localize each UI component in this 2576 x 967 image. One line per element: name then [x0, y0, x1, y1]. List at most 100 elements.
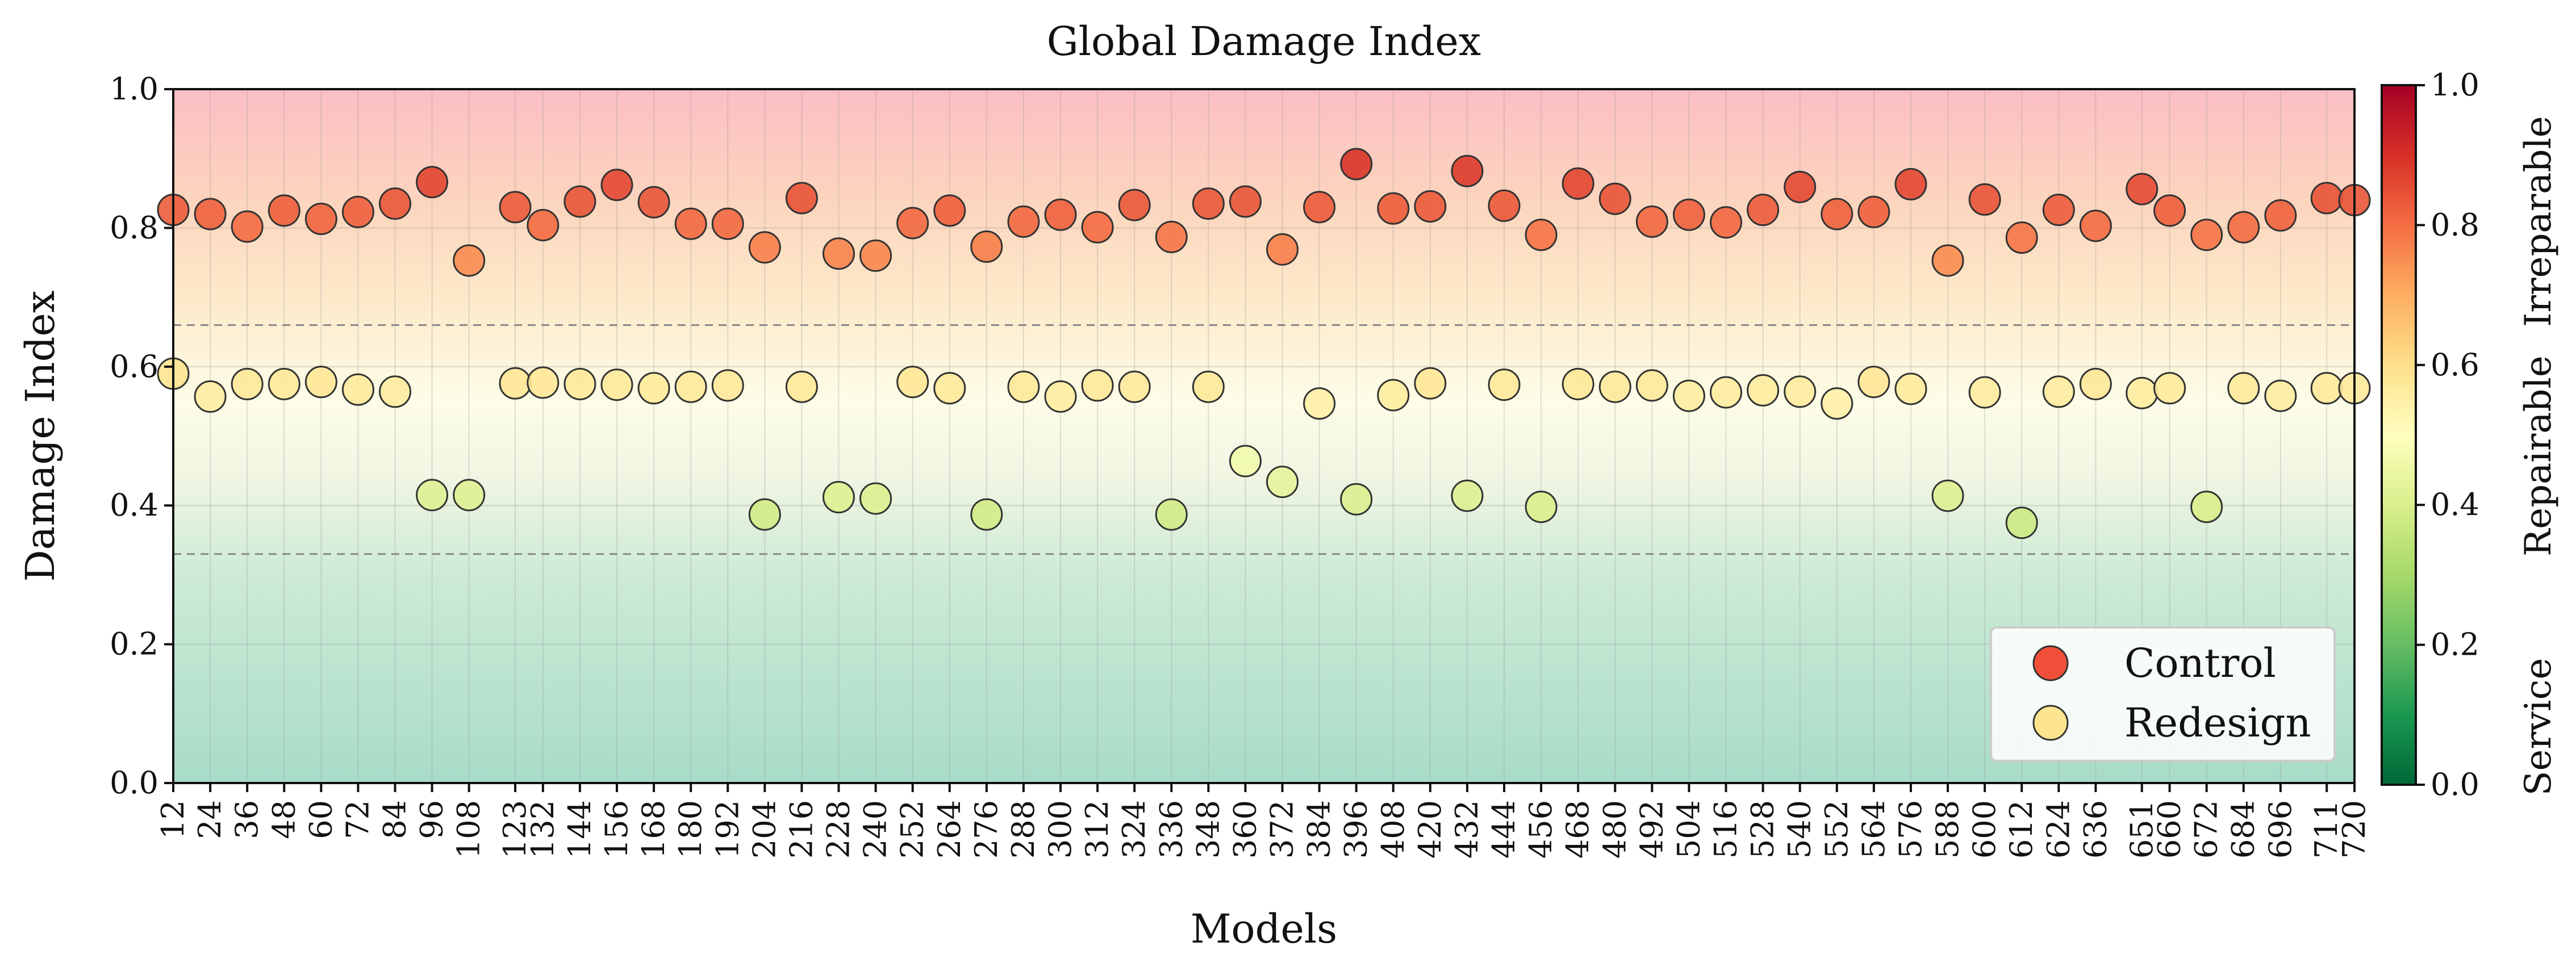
point-redesign-96 [416, 479, 449, 512]
point-control-420 [1414, 190, 1447, 223]
point-control-264 [933, 194, 966, 227]
x-tick-label: 48 [266, 800, 302, 839]
x-tick-label: 144 [562, 800, 598, 859]
point-redesign-180 [674, 370, 707, 403]
point-redesign-276 [970, 498, 1003, 531]
point-redesign-432 [1451, 479, 1484, 512]
point-control-624 [2042, 194, 2075, 227]
point-control-300 [1044, 198, 1077, 231]
point-redesign-600 [1968, 376, 2001, 409]
point-control-516 [1710, 206, 1743, 239]
point-control-372 [1266, 233, 1299, 266]
x-tick-label: 192 [709, 800, 745, 859]
x-tick-label: 612 [2003, 800, 2039, 859]
point-control-696 [2264, 199, 2297, 232]
point-redesign-624 [2042, 375, 2075, 408]
legend-marker-redesign [2032, 705, 2069, 741]
point-redesign-300 [1044, 380, 1077, 413]
point-redesign-123 [499, 367, 532, 400]
point-control-456 [1525, 219, 1558, 252]
x-tick-label: 396 [1338, 800, 1374, 859]
point-control-348 [1192, 187, 1225, 220]
x-tick-label: 84 [377, 800, 413, 839]
x-tick-label: 711 [2308, 800, 2344, 859]
point-redesign-372 [1266, 466, 1299, 499]
point-redesign-72 [341, 373, 374, 406]
point-redesign-84 [379, 375, 412, 408]
x-tick-label: 540 [1782, 800, 1818, 859]
point-redesign-528 [1747, 374, 1780, 407]
x-tick-label: 468 [1560, 800, 1596, 859]
point-redesign-228 [823, 481, 855, 514]
y-tick-label: 0.4 [110, 487, 158, 523]
point-redesign-144 [563, 367, 596, 400]
point-redesign-264 [933, 372, 966, 405]
point-control-108 [453, 244, 486, 277]
point-redesign-216 [785, 370, 818, 403]
point-redesign-552 [1821, 387, 1853, 420]
colorbar-label-repairable: Repairable [2517, 355, 2560, 556]
x-tick-label: 720 [2336, 800, 2372, 859]
x-tick-label: 651 [2124, 800, 2160, 859]
point-control-156 [600, 169, 633, 202]
point-control-96 [416, 166, 449, 199]
x-tick-label: 492 [1634, 800, 1669, 859]
point-control-180 [674, 207, 707, 240]
point-redesign-108 [453, 479, 486, 512]
x-tick-label: 36 [229, 800, 265, 839]
x-tick-label: 372 [1264, 800, 1300, 859]
point-redesign-540 [1784, 375, 1817, 408]
point-redesign-588 [1931, 479, 1964, 512]
x-tick-label: 408 [1375, 800, 1411, 859]
point-control-636 [2079, 210, 2112, 242]
point-control-144 [563, 185, 596, 218]
point-control-228 [823, 237, 855, 270]
point-control-396 [1340, 148, 1373, 181]
colorbar-ticks: 0.0 0.2 0.4 0.6 0.8 1.0 [2416, 67, 2479, 802]
colorbar-label-service: Service [2517, 658, 2560, 796]
point-redesign-396 [1340, 483, 1373, 516]
y-tick-label: 1.0 [110, 71, 158, 107]
point-control-84 [379, 187, 412, 220]
point-redesign-240 [859, 482, 892, 515]
x-tick-label: 516 [1708, 800, 1744, 859]
point-control-360 [1229, 185, 1262, 218]
point-control-132 [527, 209, 560, 242]
point-redesign-468 [1562, 367, 1594, 400]
point-redesign-252 [896, 366, 929, 399]
point-control-48 [268, 194, 300, 227]
x-tick-label: 432 [1449, 800, 1485, 859]
point-redesign-420 [1414, 367, 1447, 400]
x-tick-label: 696 [2262, 800, 2298, 859]
threshold-lines [173, 324, 2354, 555]
point-redesign-492 [1635, 369, 1668, 402]
colorbar [2381, 84, 2417, 786]
point-redesign-456 [1525, 491, 1558, 524]
colorbar-tick-label: 0.4 [2431, 487, 2479, 522]
x-tick-label: 300 [1042, 800, 1078, 859]
y-tick-label: 0.6 [110, 349, 158, 384]
point-redesign-36 [231, 367, 264, 400]
x-tick-label: 156 [599, 800, 634, 859]
point-control-240 [859, 239, 892, 272]
point-redesign-711 [2310, 372, 2343, 405]
point-redesign-324 [1118, 370, 1151, 403]
x-tick-label: 528 [1745, 800, 1781, 859]
point-control-504 [1672, 198, 1705, 231]
point-redesign-204 [748, 498, 781, 531]
point-control-123 [499, 191, 532, 224]
x-tick-label: 576 [1893, 800, 1928, 859]
colorbar-tick-label: 0.8 [2431, 207, 2479, 242]
point-control-204 [748, 231, 781, 264]
point-control-192 [711, 207, 744, 240]
x-tick-label: 636 [2077, 800, 2113, 859]
point-control-60 [304, 203, 337, 236]
x-tick-label: 564 [1856, 800, 1892, 859]
point-redesign-660 [2153, 372, 2186, 405]
point-redesign-480 [1598, 370, 1631, 403]
x-tick-label: 24 [192, 800, 228, 839]
colorbar-tick-label: 0.6 [2431, 347, 2479, 383]
point-redesign-24 [194, 380, 227, 413]
point-control-444 [1488, 189, 1521, 222]
